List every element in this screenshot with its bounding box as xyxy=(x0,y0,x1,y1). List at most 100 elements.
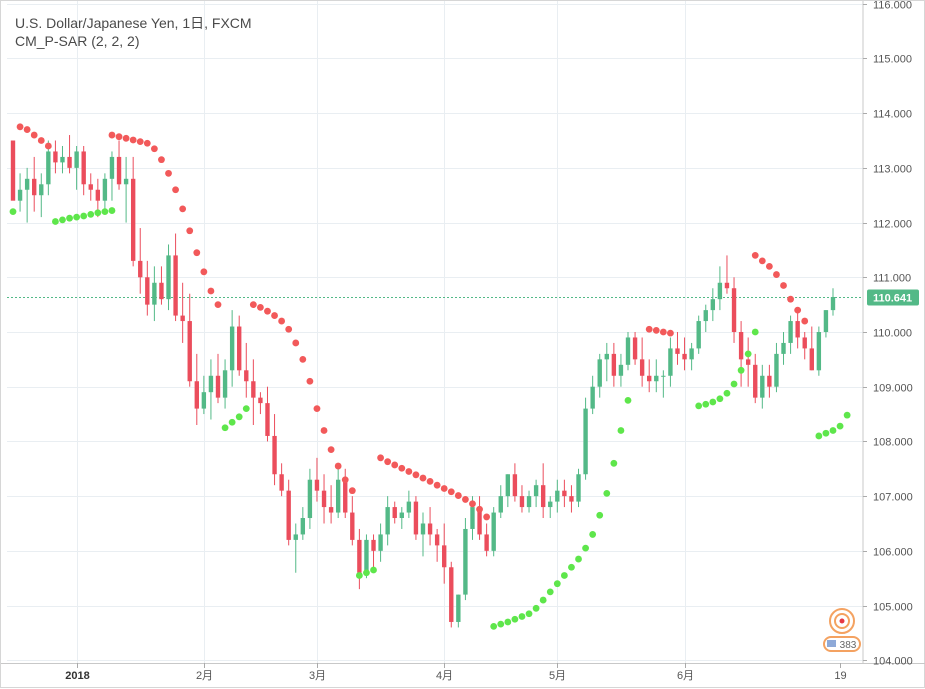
candle[interactable] xyxy=(434,528,440,562)
candle[interactable] xyxy=(194,353,199,426)
candle[interactable] xyxy=(180,282,185,343)
candle[interactable] xyxy=(343,468,348,519)
candle[interactable] xyxy=(689,342,694,371)
candle[interactable] xyxy=(378,523,383,562)
candle[interactable] xyxy=(597,353,602,398)
candle[interactable] xyxy=(321,474,327,524)
candle[interactable] xyxy=(335,468,341,519)
candle[interactable] xyxy=(477,496,482,540)
candle[interactable] xyxy=(116,140,122,190)
candle[interactable] xyxy=(46,140,51,196)
candle[interactable] xyxy=(222,359,228,409)
candle[interactable] xyxy=(632,332,638,365)
candle[interactable] xyxy=(618,353,624,387)
candle[interactable] xyxy=(555,479,560,513)
candle[interactable] xyxy=(293,523,298,573)
candle[interactable] xyxy=(682,337,687,371)
candle[interactable] xyxy=(152,266,157,322)
candle[interactable] xyxy=(187,293,192,387)
candle[interactable] xyxy=(802,332,807,360)
candle[interactable] xyxy=(717,266,723,311)
candle[interactable] xyxy=(307,468,313,529)
candle[interactable] xyxy=(625,332,631,371)
candle[interactable] xyxy=(512,463,518,502)
candle[interactable] xyxy=(109,151,115,201)
candle[interactable] xyxy=(215,353,221,404)
candle[interactable] xyxy=(265,386,270,442)
candle[interactable] xyxy=(533,479,539,508)
candle[interactable] xyxy=(611,342,617,387)
candle[interactable] xyxy=(279,463,284,497)
candle[interactable] xyxy=(548,496,553,519)
candle[interactable] xyxy=(505,474,511,508)
candle[interactable] xyxy=(145,260,150,316)
candle[interactable] xyxy=(371,534,376,568)
time-axis[interactable]: 2018 2月 3月 4月 5月 6月 19 xyxy=(65,663,847,682)
candle[interactable] xyxy=(244,342,249,398)
candle[interactable] xyxy=(201,375,207,415)
candle[interactable] xyxy=(399,507,404,529)
candle[interactable] xyxy=(67,135,72,174)
candle[interactable] xyxy=(710,288,716,322)
candle[interactable] xyxy=(583,397,588,480)
candle[interactable] xyxy=(767,364,772,398)
candle[interactable] xyxy=(39,173,44,218)
symbol-legend[interactable]: U.S. Dollar/Japanese Yen, 1日, FXCM xyxy=(15,15,252,31)
candle[interactable] xyxy=(138,228,143,294)
candle[interactable] xyxy=(484,523,489,557)
candle[interactable] xyxy=(166,244,171,311)
candle[interactable] xyxy=(788,315,793,354)
candle[interactable] xyxy=(272,414,277,486)
candle[interactable] xyxy=(449,561,454,628)
candle[interactable] xyxy=(357,528,362,590)
candle[interactable] xyxy=(123,156,129,223)
candle[interactable] xyxy=(696,315,701,354)
candle[interactable] xyxy=(816,326,822,376)
candle[interactable] xyxy=(654,359,659,393)
candle[interactable] xyxy=(32,156,37,212)
candle[interactable] xyxy=(738,321,744,387)
candle[interactable] xyxy=(456,594,461,628)
candle[interactable] xyxy=(540,463,546,519)
indicator-legend[interactable]: CM_P-SAR (2, 2, 2) xyxy=(15,33,140,49)
candle[interactable] xyxy=(159,266,164,305)
candle[interactable] xyxy=(760,364,765,409)
candle[interactable] xyxy=(569,485,574,513)
candle[interactable] xyxy=(10,140,16,201)
candle[interactable] xyxy=(17,173,23,212)
candle[interactable] xyxy=(745,337,751,387)
candle[interactable] xyxy=(731,277,737,343)
candle[interactable] xyxy=(576,468,581,508)
candle[interactable] xyxy=(774,342,779,393)
candle[interactable] xyxy=(420,512,426,557)
candle[interactable] xyxy=(251,359,256,426)
candle[interactable] xyxy=(314,457,320,502)
candle[interactable] xyxy=(823,310,829,338)
candle[interactable] xyxy=(498,485,503,519)
candle[interactable] xyxy=(442,523,447,584)
candle[interactable] xyxy=(286,479,291,546)
candle[interactable] xyxy=(675,332,680,365)
candle[interactable] xyxy=(81,145,86,196)
candle[interactable] xyxy=(463,518,468,601)
candle[interactable] xyxy=(526,490,532,513)
candle[interactable] xyxy=(604,342,609,382)
candle[interactable] xyxy=(406,490,412,519)
candle[interactable] xyxy=(668,337,673,387)
candle[interactable] xyxy=(24,167,30,223)
candle[interactable] xyxy=(519,485,525,513)
candle[interactable] xyxy=(237,315,242,376)
candle[interactable] xyxy=(830,288,836,316)
candle[interactable] xyxy=(661,370,666,398)
candle[interactable] xyxy=(703,304,708,332)
candle[interactable] xyxy=(60,145,65,174)
candle[interactable] xyxy=(74,145,79,190)
candle[interactable] xyxy=(562,479,567,508)
candle[interactable] xyxy=(328,485,334,524)
price-axis[interactable]: 104.000 105.000 106.000 107.000 108.000 109.0… xyxy=(863,1,913,668)
candle[interactable] xyxy=(208,359,214,420)
candle[interactable] xyxy=(300,507,306,540)
candle[interactable] xyxy=(88,173,93,201)
candle[interactable] xyxy=(795,310,800,349)
